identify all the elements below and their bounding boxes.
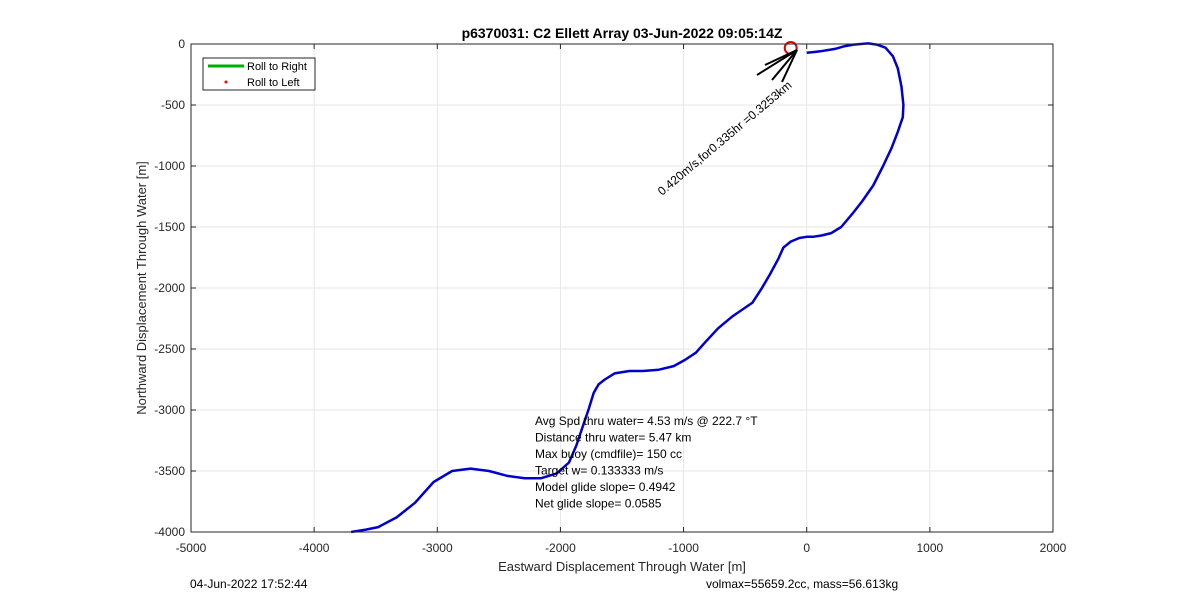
arrow-head-line: [781, 49, 798, 83]
legend-label-roll-left: Roll to Left: [247, 77, 300, 89]
arrow-shaft-3: [764, 49, 798, 66]
y-tick-label: -2500: [154, 342, 185, 356]
x-tick-label: -5000: [176, 541, 207, 555]
x-tick-label: -4000: [299, 541, 330, 555]
arrow-shaft-2: [771, 49, 798, 81]
x-tick-label: 2000: [1040, 541, 1067, 555]
y-tick-label: -4000: [154, 525, 185, 539]
legend: Roll to Right Roll to Left: [202, 57, 316, 91]
footer-vol-mass: volmax=55659.2cc, mass=56.613kg: [706, 577, 899, 591]
legend-box: [202, 57, 316, 91]
y-tick-label: -2000: [154, 281, 185, 295]
annotation-line: Model glide slope= 0.4942: [535, 480, 676, 494]
x-tick-label: -1000: [668, 541, 699, 555]
annotation-line: Max buoy (cmdfile)= 150 cc: [535, 447, 682, 461]
x-tick-label: -2000: [545, 541, 576, 555]
x-tick-label: 1000: [917, 541, 944, 555]
ticks: -5000 -4000 -3000 -2000 -1000 0 1000 2000 0 -500 -…: [154, 37, 1066, 555]
y-tick-label: -1500: [154, 220, 185, 234]
legend-label-roll-right: Roll to Right: [247, 61, 307, 73]
x-axis-label: Eastward Displacement Through Water [m]: [498, 559, 746, 574]
y-tick-label: -3000: [154, 403, 185, 417]
y-tick-label: -1000: [154, 159, 185, 173]
y-axis-label: Northward Displacement Through Water [m]: [134, 161, 149, 415]
legend-swatch-roll-left: [224, 80, 228, 84]
x-tick-label: -3000: [422, 541, 453, 555]
series-line-0: [350, 42, 905, 534]
x-tick-label: 0: [803, 541, 810, 555]
y-tick-label: -3500: [154, 464, 185, 478]
annotation-block: Avg Spd thru water= 4.53 m/s @ 222.7 °T D…: [535, 414, 758, 511]
y-tick-label: 0: [178, 37, 185, 51]
chart-title: p6370031: C2 Ellett Array 03-Jun-2022 09…: [462, 25, 783, 41]
footer-date: 04-Jun-2022 17:52:44: [190, 577, 308, 591]
annotation-line: Distance thru water= 5.47 km: [535, 431, 691, 445]
annotation-line: Avg Spd thru water= 4.53 m/s @ 222.7 °T: [535, 414, 758, 428]
annotation-line: Target w= 0.133333 m/s: [535, 464, 663, 478]
y-tick-label: -500: [161, 98, 185, 112]
annotation-line: Net glide slope= 0.0585: [535, 497, 662, 511]
